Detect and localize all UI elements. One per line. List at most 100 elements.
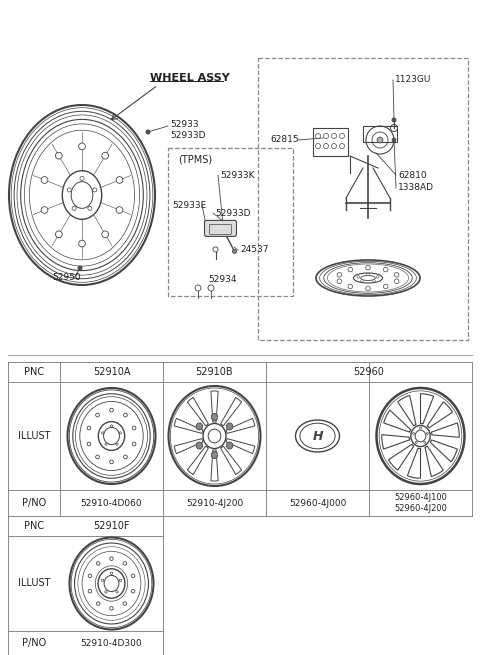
Circle shape <box>324 134 328 138</box>
Circle shape <box>315 143 321 149</box>
Text: 52910-4D060: 52910-4D060 <box>81 498 142 508</box>
Text: H: H <box>312 430 323 443</box>
Circle shape <box>102 432 104 434</box>
Circle shape <box>384 267 388 272</box>
Circle shape <box>102 231 108 238</box>
Text: 52934: 52934 <box>208 276 237 284</box>
Text: 62815: 62815 <box>270 136 299 145</box>
Ellipse shape <box>211 413 218 421</box>
Circle shape <box>366 265 370 270</box>
Text: 52933
52933D: 52933 52933D <box>170 120 205 140</box>
Text: 62810: 62810 <box>398 170 427 179</box>
Circle shape <box>110 607 113 610</box>
Circle shape <box>339 143 345 149</box>
Circle shape <box>56 153 62 159</box>
Circle shape <box>232 250 237 253</box>
Circle shape <box>132 442 136 446</box>
Circle shape <box>339 134 345 138</box>
Text: WHEEL ASSY: WHEEL ASSY <box>150 73 230 83</box>
Circle shape <box>420 427 421 429</box>
Text: PNC: PNC <box>24 521 44 531</box>
Circle shape <box>88 590 92 593</box>
Circle shape <box>377 137 383 143</box>
Ellipse shape <box>227 423 233 430</box>
Circle shape <box>324 143 328 149</box>
Circle shape <box>119 579 121 582</box>
Circle shape <box>96 602 100 605</box>
Circle shape <box>110 425 113 427</box>
Circle shape <box>96 455 99 458</box>
Circle shape <box>395 272 399 277</box>
Circle shape <box>88 574 92 578</box>
Text: 52910B: 52910B <box>196 367 233 377</box>
Circle shape <box>332 143 336 149</box>
Text: 52910-4J200: 52910-4J200 <box>186 498 243 508</box>
Text: 24537: 24537 <box>240 246 268 255</box>
Circle shape <box>116 591 118 593</box>
Circle shape <box>415 441 417 443</box>
Circle shape <box>132 590 135 593</box>
Circle shape <box>348 284 353 289</box>
Circle shape <box>56 231 62 238</box>
Ellipse shape <box>196 442 203 449</box>
Text: ILLUST: ILLUST <box>18 431 50 441</box>
Circle shape <box>119 432 121 434</box>
Circle shape <box>110 557 113 561</box>
Circle shape <box>424 441 426 443</box>
Circle shape <box>392 138 396 142</box>
Circle shape <box>116 207 123 214</box>
Ellipse shape <box>196 423 203 430</box>
Text: 1338AD: 1338AD <box>398 183 434 193</box>
Circle shape <box>384 284 388 289</box>
Circle shape <box>332 134 336 138</box>
Circle shape <box>357 276 360 278</box>
Circle shape <box>102 153 108 159</box>
Text: PNC: PNC <box>24 367 44 377</box>
Circle shape <box>315 134 321 138</box>
FancyBboxPatch shape <box>204 220 237 236</box>
Circle shape <box>146 130 150 134</box>
Text: 52960-4J100
52960-4J200: 52960-4J100 52960-4J200 <box>394 493 447 514</box>
Text: 52950: 52950 <box>52 274 81 282</box>
Text: 52910A: 52910A <box>93 367 130 377</box>
Text: 52910F: 52910F <box>93 521 130 531</box>
Circle shape <box>109 460 113 464</box>
Circle shape <box>88 206 92 210</box>
Ellipse shape <box>211 451 218 458</box>
Circle shape <box>337 272 342 277</box>
Circle shape <box>367 273 369 276</box>
Text: 52910-4D300: 52910-4D300 <box>81 639 142 648</box>
Circle shape <box>78 266 82 270</box>
Circle shape <box>426 432 428 434</box>
Ellipse shape <box>227 442 233 449</box>
Text: 52933D: 52933D <box>215 208 251 217</box>
Circle shape <box>372 280 375 282</box>
Circle shape <box>96 561 100 565</box>
Circle shape <box>41 177 48 183</box>
Text: (TPMS): (TPMS) <box>178 155 212 165</box>
Text: 1123GU: 1123GU <box>395 75 432 84</box>
Circle shape <box>366 286 370 291</box>
Text: 52960: 52960 <box>354 367 384 377</box>
Text: 52933E: 52933E <box>172 200 206 210</box>
Circle shape <box>124 455 127 458</box>
Text: ILLUST: ILLUST <box>18 578 50 588</box>
Text: 52960-4J000: 52960-4J000 <box>289 498 346 508</box>
Text: 52933K: 52933K <box>220 170 254 179</box>
Text: P/NO: P/NO <box>22 638 46 648</box>
Circle shape <box>105 591 107 593</box>
Circle shape <box>72 206 76 210</box>
Circle shape <box>132 574 135 578</box>
Circle shape <box>360 280 363 282</box>
Circle shape <box>123 561 127 565</box>
Circle shape <box>392 118 396 122</box>
Circle shape <box>116 443 118 445</box>
Circle shape <box>109 408 113 412</box>
Circle shape <box>116 177 123 183</box>
Circle shape <box>124 413 127 417</box>
Circle shape <box>101 579 104 582</box>
Circle shape <box>132 426 136 430</box>
Circle shape <box>105 443 107 445</box>
Circle shape <box>93 188 97 192</box>
Circle shape <box>41 207 48 214</box>
